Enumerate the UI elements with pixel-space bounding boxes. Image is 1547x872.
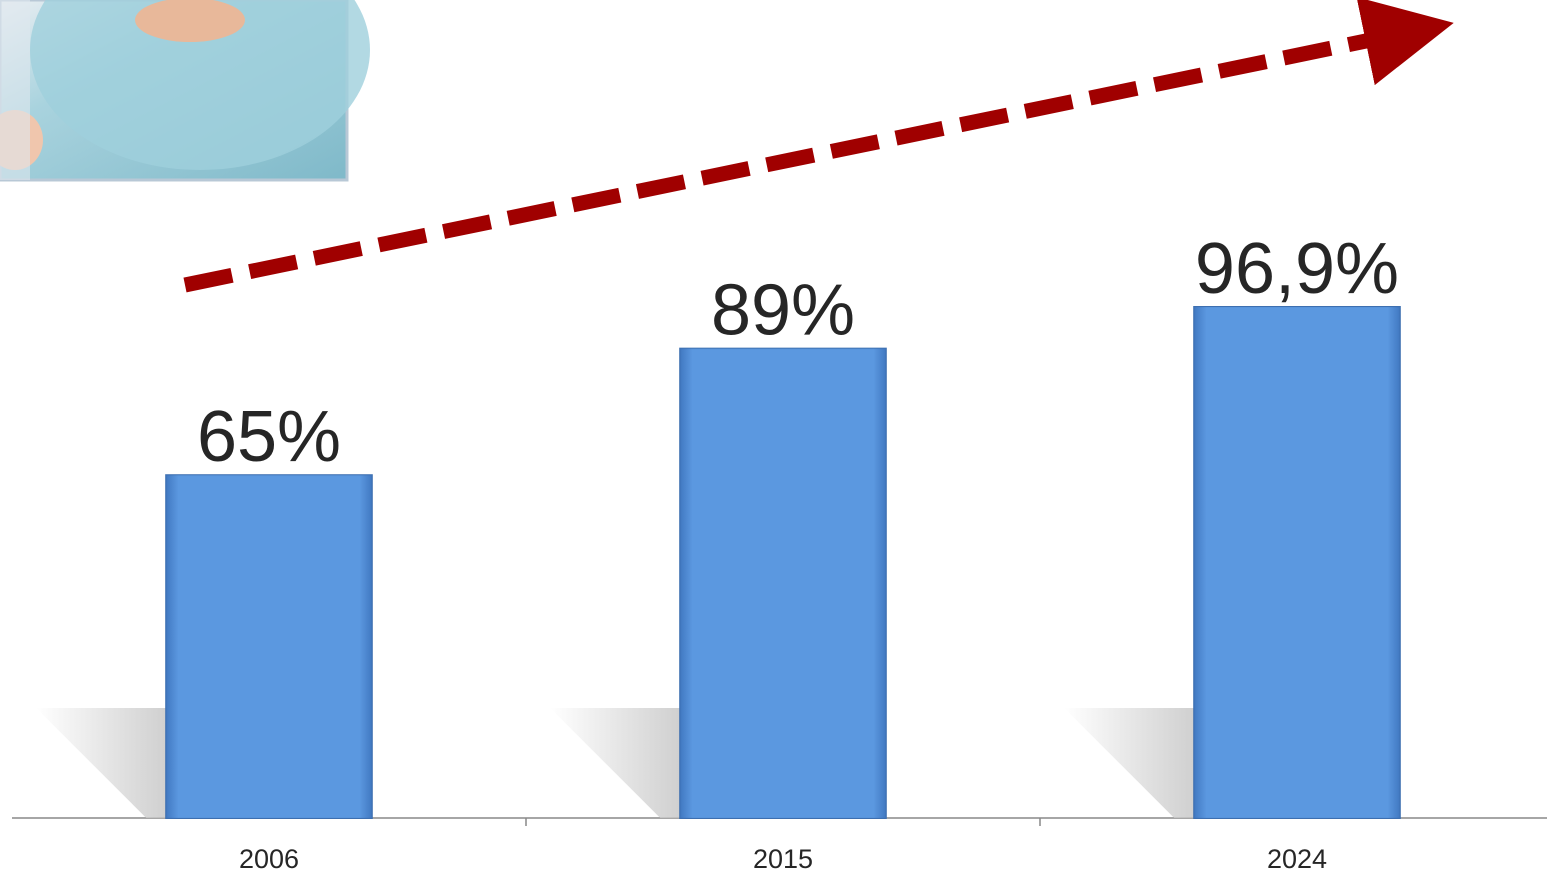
bar-sheen (166, 475, 372, 818)
value-label: 96,9% (1195, 229, 1399, 309)
x-tick-label: 2015 (753, 844, 813, 872)
bar-shadow (550, 708, 681, 818)
trend-arrow (183, 0, 1454, 293)
bar-shadow (36, 708, 167, 818)
bar-sheen (1194, 307, 1400, 818)
x-tick-label: 2024 (1267, 844, 1327, 872)
x-tick-label: 2006 (239, 844, 299, 872)
photo (0, 0, 370, 182)
value-label: 65% (197, 397, 341, 477)
bar-sheen (680, 348, 886, 818)
value-label: 89% (711, 271, 855, 351)
bar-shadow (1064, 708, 1195, 818)
